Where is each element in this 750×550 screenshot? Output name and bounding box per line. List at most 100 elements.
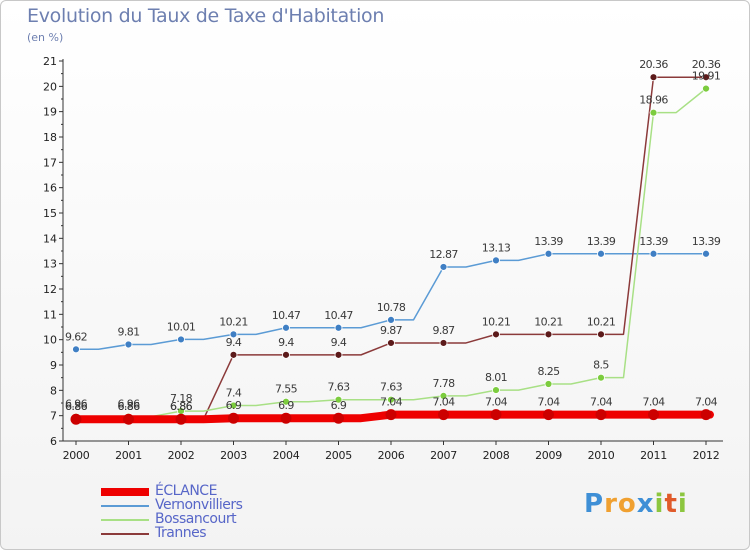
series-marker--clance (543, 409, 554, 421)
data-label-vernonvilliers: 13.39 (639, 235, 668, 248)
data-label-vernonvilliers: 9.81 (117, 325, 139, 338)
x-tick-label-2001: 2001 (115, 449, 142, 462)
proxiti-logo: Proxiti (584, 489, 688, 519)
series-marker-trannes (492, 330, 500, 339)
data-label-bossancourt: 7.63 (327, 381, 350, 394)
legend-swatch-vernonvilliers (101, 505, 149, 507)
series-marker-vernonvilliers (124, 340, 133, 349)
y-tick-label-14: 14 (43, 232, 57, 245)
y-tick-label-8: 8 (50, 384, 57, 397)
series-marker--clance (648, 409, 659, 421)
x-tick-label-2012: 2012 (693, 449, 720, 462)
y-tick-label-9: 9 (50, 359, 57, 372)
data-label-vernonvilliers: 10.47 (272, 309, 301, 322)
series-line-bossancourt (76, 87, 710, 418)
data-label--clance: 6.86 (170, 400, 193, 413)
logo-letter: t (664, 489, 678, 519)
data-label--clance: 7.04 (485, 396, 508, 409)
series-marker-vernonvilliers (177, 335, 185, 344)
series-marker--clance (123, 413, 134, 425)
logo-letter: P (584, 489, 605, 519)
series-marker-vernonvilliers (439, 263, 448, 271)
data-label-trannes: 10.21 (482, 315, 511, 328)
series-marker-bossancourt (702, 84, 710, 93)
logo-letter: i (654, 489, 665, 519)
x-tick-label-2003: 2003 (220, 449, 247, 462)
data-label-trannes: 9.87 (380, 324, 403, 337)
series-marker--clance (333, 412, 344, 424)
data-label-vernonvilliers: 10.47 (324, 309, 353, 322)
x-tick-label-2008: 2008 (483, 449, 510, 462)
x-tick-label-2006: 2006 (378, 449, 405, 462)
legend-label-vernonvilliers: Vernonvilliers (155, 497, 243, 513)
series-marker--clance (228, 412, 239, 424)
data-label-bossancourt: 6.96 (65, 398, 88, 411)
series-marker-bossancourt (387, 395, 395, 404)
data-label-bossancourt: 8.25 (537, 365, 560, 378)
logo-letter: x (636, 489, 655, 519)
series-marker-bossancourt (229, 401, 238, 410)
y-tick-label-20: 20 (43, 80, 57, 93)
series-marker-trannes (334, 350, 343, 359)
y-tick-label-11: 11 (43, 308, 57, 321)
legend-swatch-trannes (101, 533, 149, 535)
series-marker-vernonvilliers (544, 249, 553, 258)
data-label-trannes: 6.86 (117, 400, 140, 413)
data-label-vernonvilliers: 13.39 (587, 235, 616, 248)
legend-swatch-bossancourt (101, 519, 149, 521)
series-marker-vernonvilliers (597, 249, 605, 258)
data-label-trannes: 9.4 (226, 336, 242, 349)
series-marker-bossancourt (282, 397, 290, 406)
y-tick-label-7: 7 (50, 410, 57, 423)
chart-subtitle: (en %) (27, 31, 64, 44)
y-tick-label-18: 18 (43, 131, 57, 144)
data-label-bossancourt: 8.01 (485, 371, 507, 384)
data-label-vernonvilliers: 13.13 (482, 241, 511, 254)
data-label-bossancourt: 7.78 (432, 377, 455, 390)
data-label-bossancourt: 18.96 (639, 94, 668, 107)
data-label-trannes: 20.36 (692, 58, 721, 71)
data-label-bossancourt: 7.18 (170, 392, 193, 405)
series-marker-bossancourt (544, 380, 553, 388)
series-marker-trannes (282, 350, 290, 359)
series-marker--clance (70, 413, 82, 425)
y-tick-label-19: 19 (43, 106, 57, 119)
legend-swatch-eclance (101, 488, 149, 496)
series-marker-vernonvilliers (282, 323, 290, 332)
series-marker-trannes (702, 73, 710, 82)
data-label-trannes: 9.4 (278, 336, 294, 349)
series-marker-bossancourt (334, 395, 343, 404)
x-tick-label-2004: 2004 (273, 449, 300, 462)
x-tick-label-2010: 2010 (588, 449, 615, 462)
legend-label-trannes: Trannes (155, 525, 206, 541)
data-label--clance: 7.04 (432, 396, 455, 409)
legend-label-bossancourt: Bossancourt (155, 511, 237, 527)
data-label--clance: 6.9 (331, 399, 347, 412)
series-marker-vernonvilliers (702, 249, 710, 258)
data-label-bossancourt: 7.4 (226, 387, 242, 400)
data-label-trannes: 6.86 (170, 400, 193, 413)
series-marker-vernonvilliers (229, 330, 238, 339)
y-tick-label-12: 12 (43, 283, 57, 296)
y-tick-label-10: 10 (43, 334, 57, 347)
series-marker-bossancourt (492, 386, 500, 394)
series-marker-bossancourt (649, 108, 658, 117)
data-label-trannes: 9.4 (331, 336, 347, 349)
series-marker-bossancourt (597, 373, 605, 382)
x-tick-label-2000: 2000 (63, 449, 90, 462)
y-tick-label-6: 6 (50, 435, 57, 448)
series-marker-vernonvilliers (387, 316, 395, 324)
series-marker--clance (595, 409, 607, 421)
data-label-trannes: 6.86 (65, 400, 88, 413)
data-label-bossancourt: 6.96 (117, 398, 140, 411)
x-tick-label-2005: 2005 (325, 449, 352, 462)
data-label--clance: 6.9 (278, 399, 294, 412)
logo-letter: r (604, 489, 618, 519)
series-marker-vernonvilliers (492, 256, 500, 265)
data-label-trannes: 10.21 (534, 315, 563, 328)
series-marker-vernonvilliers (649, 249, 658, 258)
y-tick-label-13: 13 (43, 258, 57, 271)
data-label-bossancourt: 19.91 (692, 70, 721, 83)
series-marker--clance (385, 409, 397, 421)
